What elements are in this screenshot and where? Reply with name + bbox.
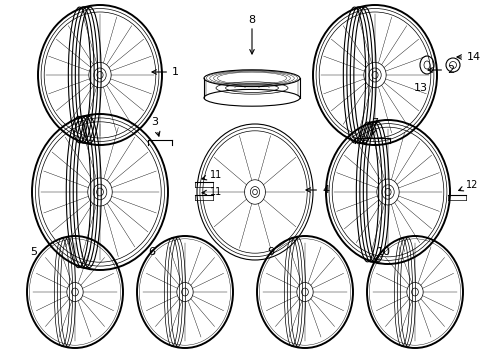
Text: 12: 12 xyxy=(458,180,477,191)
Text: 6: 6 xyxy=(148,247,155,257)
Text: 14: 14 xyxy=(456,52,480,62)
Text: 5: 5 xyxy=(30,247,37,257)
Text: 11: 11 xyxy=(202,187,222,197)
Text: 10: 10 xyxy=(376,247,390,257)
Text: 11: 11 xyxy=(202,170,222,180)
Text: 2: 2 xyxy=(427,65,453,75)
Text: 1: 1 xyxy=(152,67,179,77)
Text: 7: 7 xyxy=(371,118,378,134)
Text: 9: 9 xyxy=(266,247,274,257)
Text: 13: 13 xyxy=(413,83,427,93)
Text: 8: 8 xyxy=(248,15,255,25)
Text: 4: 4 xyxy=(305,185,328,195)
Text: 3: 3 xyxy=(151,117,160,136)
